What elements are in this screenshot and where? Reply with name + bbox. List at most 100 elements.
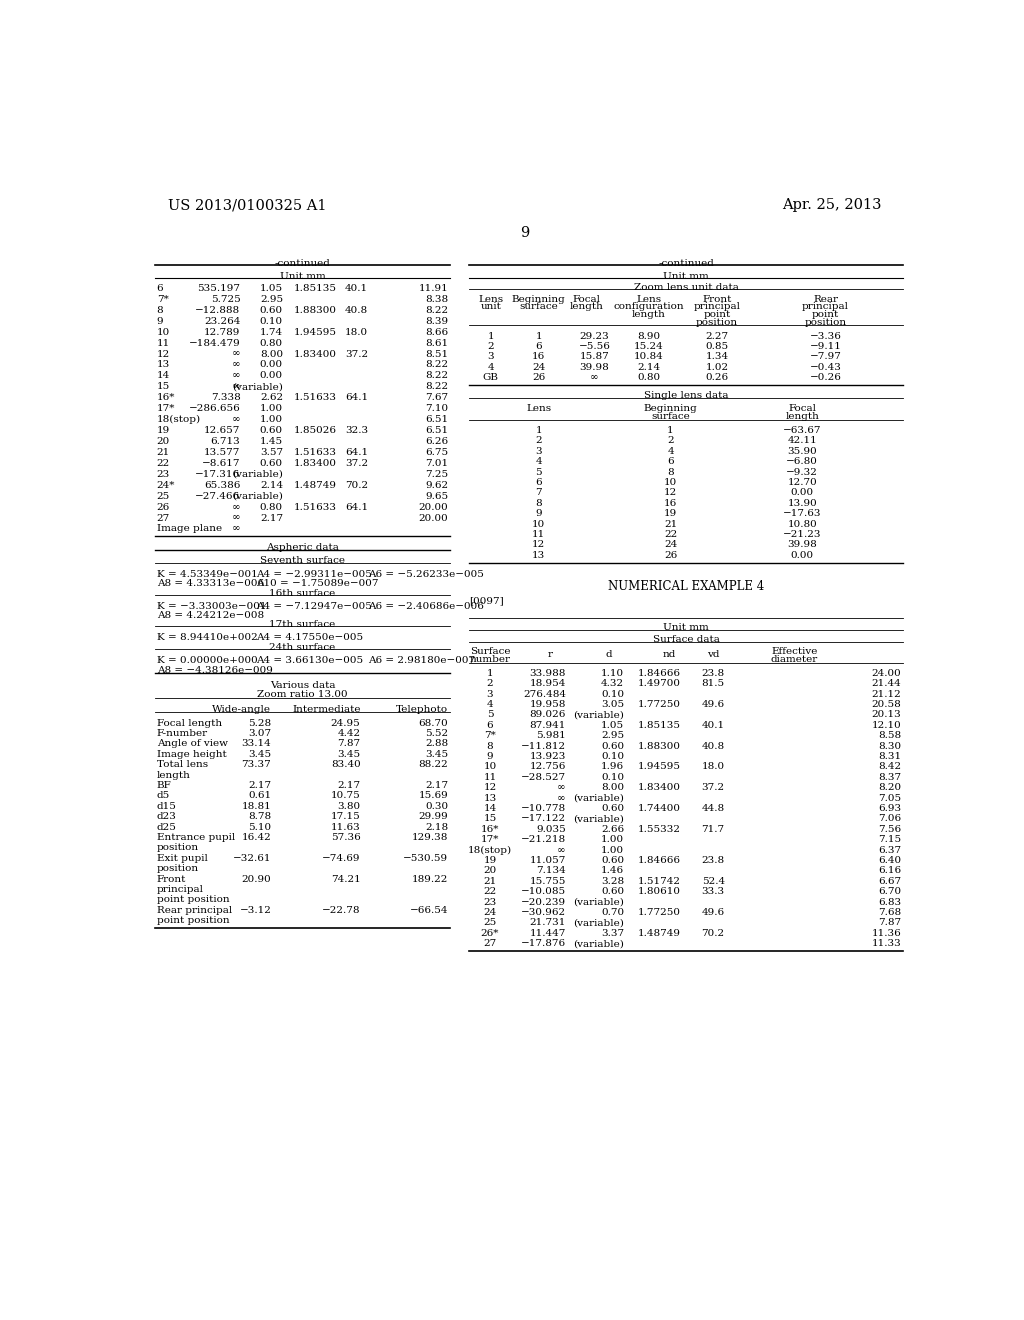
Text: 3.05: 3.05	[601, 700, 624, 709]
Text: 64.1: 64.1	[345, 393, 369, 403]
Text: 10: 10	[157, 327, 170, 337]
Text: 3.37: 3.37	[601, 929, 624, 937]
Text: Front: Front	[702, 294, 732, 304]
Text: Various data: Various data	[269, 681, 335, 690]
Text: 1.74400: 1.74400	[638, 804, 681, 813]
Text: ∞: ∞	[231, 524, 241, 533]
Text: −12.888: −12.888	[196, 306, 241, 314]
Text: A4 = 3.66130e−005: A4 = 3.66130e−005	[256, 656, 362, 665]
Text: 40.1: 40.1	[701, 721, 725, 730]
Text: −11.812: −11.812	[521, 742, 566, 751]
Text: Rear: Rear	[813, 294, 838, 304]
Text: 4.42: 4.42	[337, 729, 360, 738]
Text: length: length	[785, 412, 819, 421]
Text: 9: 9	[536, 510, 542, 519]
Text: 26*: 26*	[480, 929, 499, 937]
Text: 65.386: 65.386	[204, 480, 241, 490]
Text: 73.37: 73.37	[242, 760, 271, 770]
Text: (variable): (variable)	[232, 383, 283, 391]
Text: (variable): (variable)	[573, 898, 624, 907]
Text: 24: 24	[532, 363, 546, 372]
Text: point position: point position	[157, 895, 229, 904]
Text: 20.58: 20.58	[871, 700, 901, 709]
Text: 6.37: 6.37	[879, 846, 901, 854]
Text: 16*: 16*	[480, 825, 499, 834]
Text: BF: BF	[157, 781, 171, 791]
Text: 15: 15	[157, 383, 170, 391]
Text: 7.25: 7.25	[425, 470, 449, 479]
Text: A6 = −5.26233e−005: A6 = −5.26233e−005	[369, 570, 484, 579]
Text: NUMERICAL EXAMPLE 4: NUMERICAL EXAMPLE 4	[608, 579, 764, 593]
Text: 2.62: 2.62	[260, 393, 283, 403]
Text: 1.00: 1.00	[601, 836, 624, 845]
Text: principal: principal	[157, 884, 204, 894]
Text: 5.52: 5.52	[425, 729, 449, 738]
Text: Front: Front	[157, 875, 186, 883]
Text: 3.07: 3.07	[248, 729, 271, 738]
Text: 8.39: 8.39	[425, 317, 449, 326]
Text: 12.10: 12.10	[871, 721, 901, 730]
Text: d23: d23	[157, 812, 176, 821]
Text: ∞: ∞	[231, 513, 241, 523]
Text: 42.11: 42.11	[787, 437, 817, 445]
Text: −3.36: −3.36	[810, 331, 842, 341]
Text: principal: principal	[693, 302, 740, 312]
Text: d5: d5	[157, 792, 170, 800]
Text: −530.59: −530.59	[403, 854, 449, 863]
Text: 18(stop): 18(stop)	[468, 846, 512, 855]
Text: 7.56: 7.56	[879, 825, 901, 834]
Text: 7: 7	[536, 488, 542, 498]
Text: 21: 21	[483, 876, 497, 886]
Text: −6.80: −6.80	[786, 457, 818, 466]
Text: 0.80: 0.80	[260, 503, 283, 512]
Text: 8: 8	[536, 499, 542, 508]
Text: 3: 3	[536, 446, 542, 455]
Text: 1.48749: 1.48749	[294, 480, 337, 490]
Text: −10.085: −10.085	[521, 887, 566, 896]
Text: 7.06: 7.06	[879, 814, 901, 824]
Text: 89.026: 89.026	[529, 710, 566, 719]
Text: 20.00: 20.00	[419, 513, 449, 523]
Text: 12: 12	[157, 350, 170, 359]
Text: (variable): (variable)	[573, 940, 624, 948]
Text: 16: 16	[532, 352, 546, 362]
Text: 14: 14	[157, 371, 170, 380]
Text: 8: 8	[486, 742, 494, 751]
Text: 37.2: 37.2	[701, 783, 725, 792]
Text: 0.10: 0.10	[601, 774, 624, 781]
Text: 129.38: 129.38	[412, 833, 449, 842]
Text: 0.10: 0.10	[260, 317, 283, 326]
Text: 1.94595: 1.94595	[294, 327, 337, 337]
Text: 0.60: 0.60	[260, 459, 283, 467]
Text: 0.00: 0.00	[260, 360, 283, 370]
Text: Unit mm: Unit mm	[280, 272, 326, 281]
Text: 1.00: 1.00	[260, 404, 283, 413]
Text: 9.035: 9.035	[537, 825, 566, 834]
Text: 19: 19	[483, 857, 497, 865]
Text: (variable): (variable)	[573, 710, 624, 719]
Text: Total lens: Total lens	[157, 760, 208, 770]
Text: 8.51: 8.51	[425, 350, 449, 359]
Text: Focal length: Focal length	[157, 718, 222, 727]
Text: 49.6: 49.6	[701, 700, 725, 709]
Text: 7.68: 7.68	[879, 908, 901, 917]
Text: 2.14: 2.14	[637, 363, 660, 372]
Text: 71.7: 71.7	[701, 825, 725, 834]
Text: 33.14: 33.14	[242, 739, 271, 748]
Text: 1.85135: 1.85135	[638, 721, 681, 730]
Text: 11.33: 11.33	[871, 940, 901, 948]
Text: 2.88: 2.88	[425, 739, 449, 748]
Text: Zoom lens unit data: Zoom lens unit data	[634, 284, 738, 292]
Text: Rear principal: Rear principal	[157, 906, 231, 915]
Text: 1: 1	[536, 426, 542, 436]
Text: −17.876: −17.876	[521, 940, 566, 948]
Text: 10.75: 10.75	[331, 792, 360, 800]
Text: 6.75: 6.75	[425, 447, 449, 457]
Text: 32.3: 32.3	[345, 426, 369, 436]
Text: 13.90: 13.90	[787, 499, 817, 508]
Text: 1.51633: 1.51633	[294, 393, 337, 403]
Text: 1.80610: 1.80610	[638, 887, 681, 896]
Text: 7*: 7*	[484, 731, 496, 741]
Text: ∞: ∞	[557, 793, 566, 803]
Text: 14: 14	[483, 804, 497, 813]
